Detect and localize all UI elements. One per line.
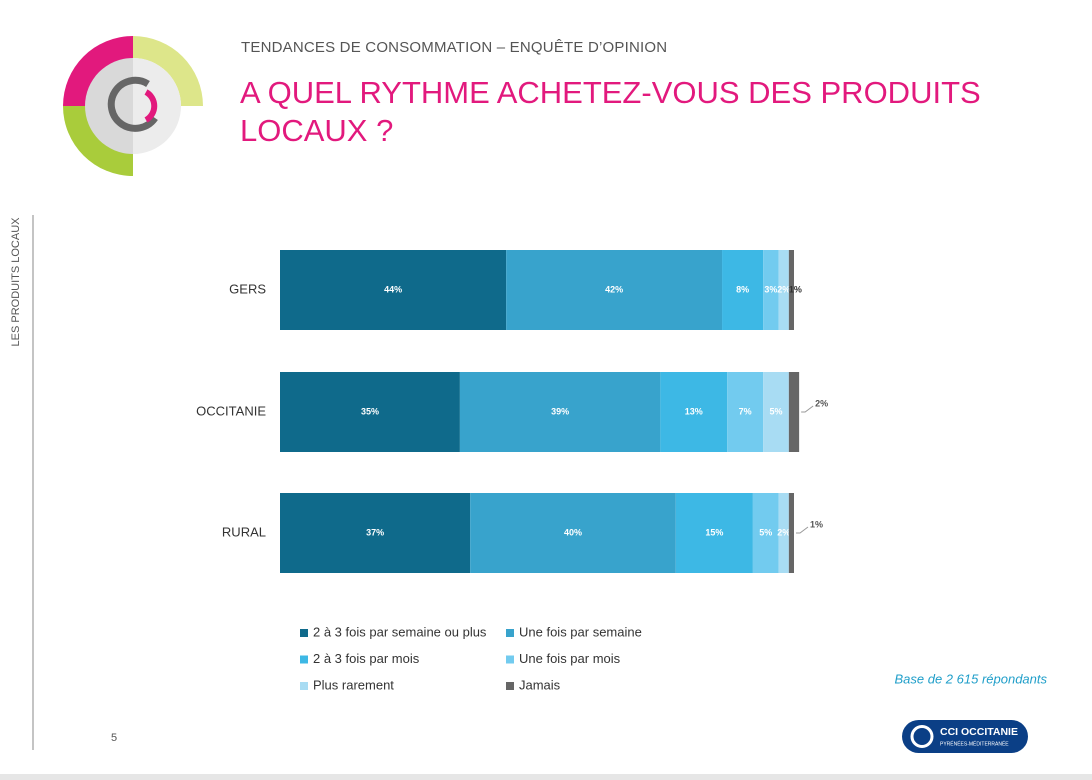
category-label: RURAL — [222, 524, 266, 539]
legend-swatch — [300, 629, 308, 637]
bar-segment — [752, 493, 779, 573]
footer-logo: CCI OCCITANIE PYRÉNÉES-MÉDITERRANÉE — [902, 720, 1028, 753]
bar-segment — [727, 372, 764, 452]
bar-segment — [788, 372, 800, 452]
bar-segment — [722, 250, 764, 330]
legend-label: 2 à 3 fois par mois — [313, 651, 420, 666]
brand-logo — [63, 36, 203, 176]
bar-segment — [763, 372, 789, 452]
bar-segment — [778, 493, 789, 573]
legend-swatch — [506, 655, 514, 664]
category-label: GERS — [229, 281, 266, 296]
legend-swatch — [506, 682, 514, 690]
legend-label: 2 à 3 fois par semaine ou plus — [313, 624, 487, 639]
category-label: OCCITANIE — [196, 403, 266, 418]
value-label: 3% — [764, 284, 777, 294]
title: A QUEL RYTHME ACHETEZ-VOUS DES PRODUITS … — [240, 75, 981, 148]
side-label: LES PRODUITS LOCAUX — [10, 217, 22, 347]
base-note: Base de 2 615 répondants — [894, 671, 1047, 686]
value-label: 37% — [366, 527, 384, 537]
bar-segment — [459, 372, 661, 452]
value-label: 1% — [810, 519, 823, 529]
value-label: 42% — [605, 284, 623, 294]
legend-label: Une fois par semaine — [519, 624, 642, 639]
legend-label: Jamais — [519, 677, 561, 692]
legend-label: Plus rarement — [313, 677, 394, 692]
bar-segment — [660, 372, 728, 452]
bar-segment — [675, 493, 753, 573]
value-label: 44% — [384, 284, 402, 294]
legend-label: Une fois par mois — [519, 651, 621, 666]
logo-name: CCI OCCITANIE — [940, 726, 1018, 738]
legend-swatch — [506, 629, 514, 637]
bar-segment — [280, 250, 507, 330]
bar-segment — [280, 493, 471, 573]
value-label: 15% — [705, 527, 723, 537]
value-label: 39% — [551, 406, 569, 416]
legend-swatch — [300, 682, 308, 690]
bar-segment — [506, 250, 723, 330]
value-label: 35% — [361, 406, 379, 416]
bar-segment — [280, 372, 460, 452]
logo-region: PYRÉNÉES-MÉDITERRANÉE — [940, 740, 1009, 747]
legend-swatch — [300, 655, 308, 664]
value-label: 5% — [770, 406, 783, 416]
bar-segment — [763, 250, 779, 330]
page-number: 5 — [111, 732, 117, 744]
value-label: 2% — [777, 284, 790, 294]
value-label: 2% — [777, 527, 790, 537]
value-label: 40% — [564, 527, 582, 537]
bottom-bar — [0, 774, 1092, 780]
bar-segment — [788, 493, 794, 573]
value-label: 13% — [685, 406, 703, 416]
value-label: 1% — [789, 284, 802, 294]
bar-segment — [788, 250, 794, 330]
value-label: 8% — [736, 284, 749, 294]
bar-segment — [470, 493, 676, 573]
value-label: 5% — [759, 527, 772, 537]
bar-segment — [778, 250, 789, 330]
leader-line — [801, 405, 814, 413]
value-label: 2% — [815, 398, 828, 408]
value-label: 7% — [739, 406, 752, 416]
subtitle: TENDANCES DE CONSOMMATION – ENQUÊTE D’OP… — [241, 39, 668, 56]
leader-line — [796, 526, 809, 534]
